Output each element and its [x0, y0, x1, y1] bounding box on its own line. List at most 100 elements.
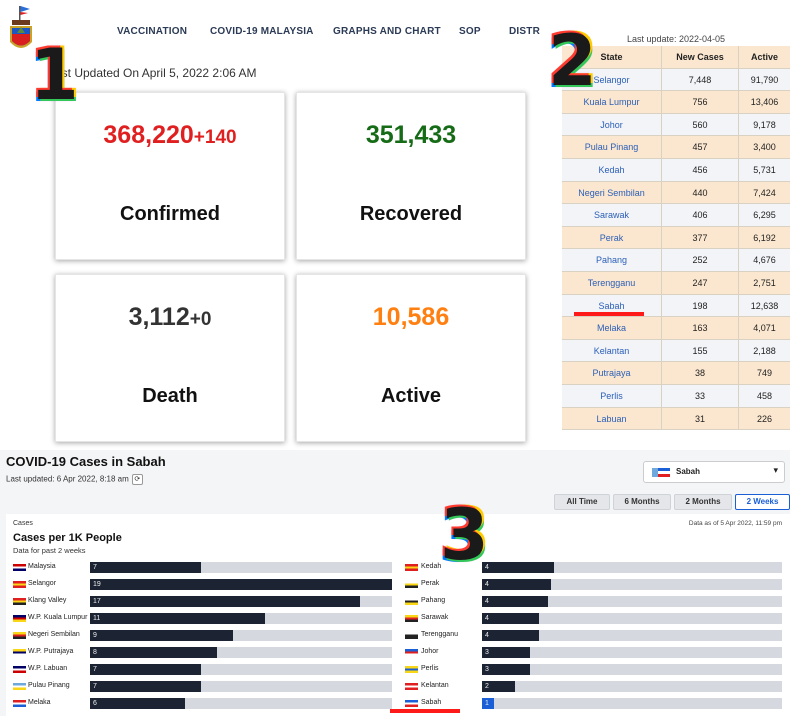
bar-label: Sarawak — [421, 614, 449, 621]
sabah-panel-title: COVID-19 Cases in Sabah — [6, 454, 166, 469]
bar[interactable] — [90, 630, 234, 641]
cell-new-cases: 252 — [662, 249, 739, 271]
cell-state[interactable]: Labuan — [562, 407, 662, 430]
state-flag-icon — [13, 615, 26, 622]
state-flag-icon — [13, 666, 26, 673]
state-cases-table-panel: Last update: 2022-04-05 State New Cases … — [562, 34, 790, 434]
nav-vaccination[interactable]: VACCINATION — [117, 26, 188, 37]
bar-highlighted[interactable] — [482, 698, 494, 709]
death-value: 3,112 — [128, 303, 190, 331]
chevron-down-icon: ▾ — [773, 465, 778, 475]
bar-value: 4 — [485, 632, 489, 639]
table-row: Labuan 31 226 — [562, 407, 790, 431]
cell-state[interactable]: Terengganu — [562, 271, 662, 294]
cell-state[interactable]: Putrajaya — [562, 362, 662, 384]
state-cases-table: State New Cases Active Selangor 7,448 91,7… — [562, 46, 790, 431]
cell-state[interactable]: Melaka — [562, 317, 662, 339]
table-row: Terengganu 247 2,751 — [562, 271, 790, 295]
cell-new-cases: 198 — [662, 294, 739, 317]
death-delta: +0 — [189, 309, 212, 330]
cell-state[interactable]: Kuala Lumpur — [562, 91, 662, 113]
nav-covid19-malaysia[interactable]: COVID-19 MALAYSIA — [210, 26, 314, 37]
bar[interactable] — [482, 630, 539, 641]
bar[interactable] — [90, 562, 202, 573]
bar[interactable] — [90, 596, 361, 607]
header-new-cases[interactable]: New Cases — [662, 46, 739, 68]
cell-state[interactable]: Sabah — [562, 294, 662, 317]
header-state[interactable]: State — [562, 46, 662, 68]
bar-track — [482, 562, 782, 573]
bar[interactable] — [90, 698, 186, 709]
header-active[interactable]: Active — [750, 52, 778, 62]
cell-new-cases: 33 — [662, 384, 739, 407]
refresh-icon[interactable]: ⟳ — [131, 474, 143, 485]
cell-new-cases: 155 — [662, 339, 739, 362]
confirmed-value: 368,220 — [103, 121, 194, 149]
bar[interactable] — [90, 647, 218, 658]
cell-state[interactable]: Johor — [562, 113, 662, 136]
bar[interactable] — [90, 664, 202, 675]
cell-state[interactable]: Kelantan — [562, 339, 662, 362]
sabah-cases-panel: COVID-19 Cases in Sabah Last updated: 6 … — [0, 450, 790, 716]
range-2-months-button[interactable]: 2 Months — [674, 494, 732, 510]
bar[interactable] — [482, 647, 530, 658]
bar-label: Negeri Sembilan — [28, 631, 80, 638]
cell-new-cases: 38 — [662, 362, 739, 384]
cell-active: 2,751 — [753, 277, 776, 288]
table-row: Selangor 7,448 91,790 — [562, 68, 790, 92]
bar[interactable] — [482, 681, 515, 692]
range-all-time-button[interactable]: All Time — [554, 494, 610, 510]
table-row: Pahang 252 4,676 — [562, 249, 790, 272]
state-selector[interactable]: Sabah ▾ — [643, 461, 785, 483]
cell-state[interactable]: Perlis — [562, 384, 662, 407]
bar-track — [482, 613, 782, 624]
table-last-update: Last update: 2022-04-05 — [626, 34, 726, 44]
cell-state[interactable]: Negeri Sembilan — [562, 181, 662, 204]
state-flag-icon — [405, 700, 418, 707]
cell-new-cases: 406 — [662, 204, 739, 226]
cell-state[interactable]: Selangor — [562, 68, 662, 91]
recovered-card: 351,433 Recovered — [296, 92, 526, 260]
bar-value: 3 — [485, 666, 489, 673]
bar[interactable] — [482, 596, 548, 607]
active-value-line: 10,586 — [297, 303, 525, 332]
bar-track — [90, 630, 392, 641]
cell-state[interactable]: Pahang — [562, 249, 662, 271]
range-2-weeks-button[interactable]: 2 Weeks — [735, 494, 790, 510]
table-row: Sabah 198 12,638 — [562, 294, 790, 318]
nav-graphs-and-chart[interactable]: GRAPHS AND CHART — [333, 26, 441, 37]
bar-label: Sabah — [421, 699, 442, 706]
cell-new-cases: 560 — [662, 113, 739, 136]
cell-active: 226 — [756, 413, 773, 424]
bar[interactable] — [482, 579, 551, 590]
cell-state[interactable]: Sarawak — [562, 204, 662, 226]
bar[interactable] — [482, 664, 530, 675]
bar-label: Perlis — [421, 665, 439, 672]
bar-track — [482, 579, 782, 590]
state-flag-icon — [13, 598, 26, 605]
bar[interactable] — [482, 613, 539, 624]
cell-new-cases: 440 — [662, 181, 739, 204]
bar-value: 8 — [93, 649, 97, 656]
cell-state[interactable]: Perak — [562, 226, 662, 249]
cell-state[interactable]: Kedah — [562, 158, 662, 181]
bar[interactable] — [90, 681, 202, 692]
death-value-line: 3,112+0 — [56, 303, 284, 332]
sabah-crest-logo[interactable] — [6, 4, 36, 56]
bar[interactable] — [90, 613, 265, 624]
bar-value: 7 — [93, 683, 97, 690]
range-6-months-button[interactable]: 6 Months — [613, 494, 671, 510]
bar[interactable] — [90, 579, 392, 590]
nav-district[interactable]: DISTR — [509, 26, 540, 37]
cases-per-1k-heading: Cases per 1K People — [13, 532, 122, 544]
state-flag-icon — [13, 700, 26, 707]
bar[interactable] — [482, 562, 554, 573]
nav-sop[interactable]: SOP — [459, 26, 481, 37]
cell-new-cases: 457 — [662, 136, 739, 158]
bar-track — [482, 664, 782, 675]
cell-state[interactable]: Pulau Pinang — [562, 136, 662, 158]
confirmed-delta: +140 — [193, 127, 237, 148]
bar-label: Perak — [421, 580, 440, 587]
data-range-subtitle: Data for past 2 weeks — [13, 546, 86, 555]
active-label: Active — [380, 385, 442, 407]
